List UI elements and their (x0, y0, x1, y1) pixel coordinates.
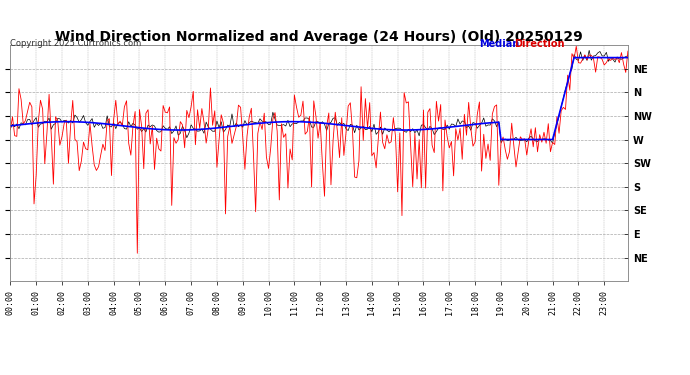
Text: Direction: Direction (514, 39, 564, 50)
Text: Copyright 2025 Curtronics.com: Copyright 2025 Curtronics.com (10, 39, 141, 48)
Text: Median: Median (480, 39, 520, 50)
Title: Wind Direction Normalized and Average (24 Hours) (Old) 20250129: Wind Direction Normalized and Average (2… (55, 30, 583, 44)
